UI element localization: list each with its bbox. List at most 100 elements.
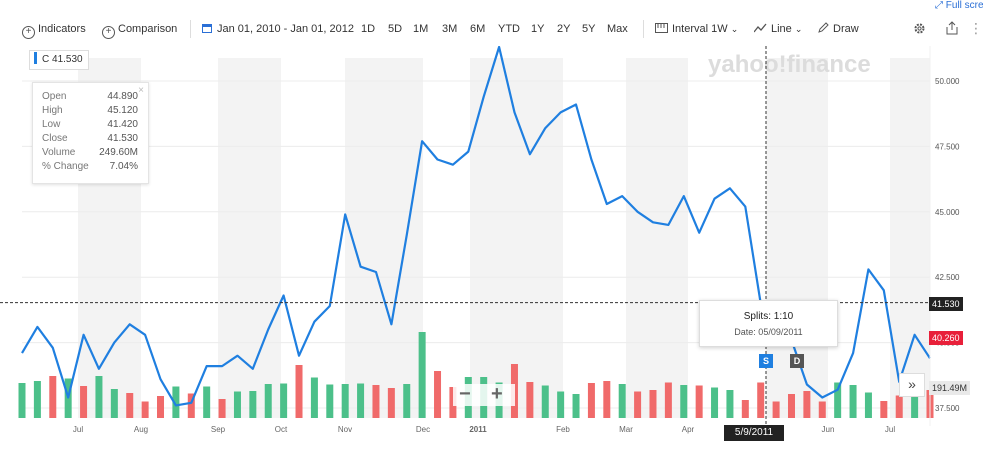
volume-bar — [772, 401, 780, 418]
volume-bar — [18, 383, 26, 418]
ohlc-row-high: High 45.120 — [42, 105, 138, 116]
x-tick-label: Dec — [416, 425, 430, 434]
volume-bar — [218, 399, 226, 418]
volume-bar — [95, 376, 103, 418]
tooltip-title: Splits: 1:10 — [743, 311, 794, 322]
volume-bar — [834, 382, 842, 418]
zoom-controls: − + — [453, 383, 515, 406]
ohlc-row-open: Open 44.890 — [42, 91, 138, 102]
volume-bar — [141, 401, 149, 418]
x-tick-label: 2011 — [469, 425, 487, 434]
comparison-button[interactable]: + Comparison — [102, 21, 177, 39]
settings-button[interactable] — [913, 22, 926, 38]
volume-bar — [187, 393, 195, 418]
range-5d[interactable]: 5D — [388, 23, 403, 35]
x-tick-label: Apr — [682, 425, 695, 434]
volume-bar — [680, 385, 688, 418]
volume-bar — [880, 401, 888, 418]
draw-button[interactable]: Draw — [818, 21, 859, 37]
zoom-out-button[interactable]: − — [459, 383, 471, 405]
volume-bar — [849, 385, 857, 418]
range-6m[interactable]: 6M — [470, 23, 486, 35]
range-3m[interactable]: 3M — [442, 23, 458, 35]
ohlc-row-change: % Change 7.04% — [42, 161, 138, 172]
pencil-icon — [818, 22, 829, 33]
volume-bar — [449, 387, 457, 418]
month-band — [218, 58, 281, 418]
y-tick-label: 42.500 — [935, 273, 960, 282]
date-range-button[interactable]: Jan 01, 2010 - Jan 01, 2012 — [202, 21, 354, 37]
y-tick-label: 50.000 — [935, 77, 960, 86]
divider — [643, 20, 644, 38]
ohlc-row-low: Low 41.420 — [42, 119, 138, 130]
split-marker[interactable]: S — [759, 354, 773, 368]
volume-bar — [33, 381, 41, 418]
volume-bar — [541, 385, 549, 418]
month-band — [345, 58, 423, 418]
symbol-price-tag: C 41.530 — [29, 50, 89, 70]
range-5y[interactable]: 5Y — [582, 23, 596, 35]
split-tooltip: Splits: 1:10 Date: 05/09/2011 — [699, 300, 838, 347]
volume-bar — [895, 395, 903, 418]
volume-bar — [572, 394, 580, 418]
indicators-button[interactable]: + Indicators — [22, 21, 86, 39]
range-2y[interactable]: 2Y — [557, 23, 571, 35]
volume-bar — [264, 384, 272, 418]
chart-type-dropdown[interactable]: Line ⌄ — [753, 21, 802, 37]
crosshair-date-tag: 5/9/2011 — [724, 425, 784, 441]
chart-toolbar: + Indicators + Comparison Jan 01, 2010 - J… — [0, 0, 983, 58]
range-1d[interactable]: 1D — [361, 23, 376, 35]
scroll-right-button[interactable]: » — [899, 373, 925, 397]
month-band — [890, 58, 930, 418]
chevron-down-icon: ⌄ — [730, 24, 739, 34]
close-icon[interactable]: × — [138, 85, 144, 96]
dividend-marker[interactable]: D — [790, 354, 804, 368]
x-tick-label: Aug — [134, 425, 148, 434]
interval-dropdown[interactable]: Interval 1W ⌄ — [655, 21, 738, 37]
volume-bar — [757, 382, 765, 418]
series-color-swatch — [34, 52, 37, 64]
volume-bar — [341, 384, 349, 418]
volume-bar — [787, 394, 795, 418]
plus-circle-icon: + — [22, 26, 35, 39]
volume-bar — [911, 395, 919, 418]
more-options-icon[interactable]: ⋮ — [969, 20, 983, 36]
divider — [190, 20, 191, 38]
volume-bar — [49, 376, 57, 418]
volume-bar — [418, 332, 426, 418]
volume-bar — [618, 384, 626, 418]
volume-bar — [172, 386, 180, 418]
plus-circle-icon: + — [102, 26, 115, 39]
current-price-tag: 40.260 — [929, 331, 963, 345]
volume-bar — [387, 388, 395, 418]
y-tick-label: 45.000 — [935, 208, 960, 217]
x-tick-label: Mar — [619, 425, 633, 434]
interval-icon — [655, 23, 668, 33]
volume-bar — [711, 387, 719, 418]
volume-bar — [110, 389, 118, 418]
volume-bar — [249, 391, 257, 418]
volume-bar — [695, 385, 703, 418]
volume-bar — [741, 400, 749, 418]
x-tick-label: Oct — [275, 425, 288, 434]
crosshair-price-tag: 41.530 — [929, 297, 963, 311]
volume-tag: 191.49M — [929, 381, 971, 395]
chart-area[interactable]: 37.50040.00042.50045.00047.50050.000yaho… — [0, 45, 983, 447]
volume-bar — [649, 390, 657, 418]
volume-bar — [357, 383, 365, 418]
tooltip-date: Date: 05/09/2011 — [734, 327, 803, 337]
range-ytd[interactable]: YTD — [498, 23, 520, 35]
share-button[interactable] — [946, 21, 958, 37]
ohlc-panel: × Open 44.890 High 45.120 Low 41.420 Close 4… — [32, 82, 149, 184]
price-chart[interactable]: 37.50040.00042.50045.00047.50050.000yaho… — [0, 45, 983, 447]
range-1m[interactable]: 1M — [413, 23, 429, 35]
volume-bar — [803, 391, 811, 418]
full-screen-link[interactable]: ⤢ Full scre — [935, 0, 983, 11]
ohlc-row-volume: Volume 249.60M — [42, 147, 138, 158]
range-max[interactable]: Max — [607, 23, 628, 35]
x-tick-label: Nov — [338, 425, 352, 434]
zoom-in-button[interactable]: + — [491, 383, 503, 405]
x-tick-label: Sep — [211, 425, 226, 434]
x-tick-label: Jul — [885, 425, 895, 434]
range-1y[interactable]: 1Y — [531, 23, 545, 35]
